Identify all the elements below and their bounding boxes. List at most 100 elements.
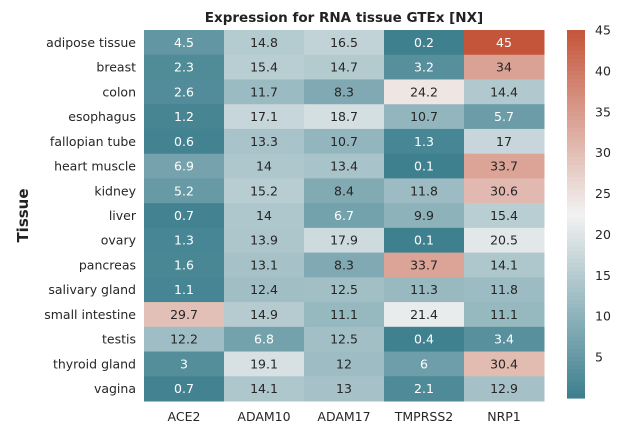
colorbar-segment — [567, 357, 585, 362]
colorbar-segment — [567, 42, 585, 47]
colorbar-segment — [567, 254, 585, 260]
colorbar-segment — [567, 242, 585, 248]
heatmap-cell — [144, 79, 225, 105]
colorbar-segment — [567, 181, 585, 186]
cell-value-label: 33.7 — [410, 257, 438, 272]
row-tick-label: fallopian tube — [50, 134, 136, 149]
cell-value-label: 21.4 — [410, 307, 438, 322]
colorbar-segment — [567, 177, 585, 182]
row-tick-label: testis — [102, 332, 136, 347]
colorbar-segment — [567, 169, 585, 174]
heatmap-cell — [384, 376, 465, 402]
heatmap-cell — [384, 104, 465, 130]
cell-value-label: 14.1 — [490, 257, 518, 272]
row-tick-label: breast — [96, 60, 136, 75]
heatmap-cell — [144, 376, 225, 402]
heatmap-cell — [224, 277, 305, 303]
heatmap-cell — [304, 326, 385, 353]
heatmap-cell — [384, 203, 465, 229]
cell-value-label: 18.7 — [330, 109, 358, 124]
colorbar-segment — [567, 222, 585, 227]
colorbar-segment — [567, 344, 585, 350]
heatmap-cell — [224, 252, 305, 278]
colorbar-segment — [567, 132, 585, 137]
heatmap-cell — [304, 54, 385, 80]
colorbar-segment — [567, 185, 585, 191]
colorbar-segment — [567, 336, 585, 342]
cell-value-label: 12 — [336, 356, 352, 371]
colorbar-segment — [567, 91, 585, 97]
colorbar-segment — [567, 250, 585, 256]
colorbar-segment — [567, 295, 585, 301]
cell-value-label: 13.1 — [250, 257, 278, 272]
heatmap-cell — [384, 30, 465, 56]
heatmap-cell — [144, 104, 225, 130]
cell-value-label: 0.6 — [174, 134, 194, 149]
cell-value-label: 14 — [256, 208, 272, 223]
colorbar-segment — [567, 312, 585, 317]
colorbar-tick-label: 45 — [595, 23, 611, 38]
cell-value-label: 6 — [420, 356, 428, 371]
heatmap-cell — [144, 128, 225, 155]
colorbar-tick-label: 25 — [595, 186, 611, 201]
cell-value-label: 12.5 — [330, 282, 358, 297]
cell-value-label: 13.9 — [250, 233, 278, 248]
cell-value-label: 8.3 — [334, 257, 354, 272]
heatmap-cell — [464, 326, 545, 353]
cell-value-label: 6.7 — [334, 208, 354, 223]
heatmap-cell — [224, 227, 305, 254]
colorbar-segment — [567, 214, 585, 219]
colorbar-segment — [567, 30, 585, 35]
heatmap-cell — [464, 203, 545, 229]
cell-value-label: 3.2 — [414, 60, 434, 75]
row-tick-labels: adipose tissue breast colon esophagus fallop… — [44, 35, 137, 396]
colorbar-segment — [567, 393, 585, 399]
cell-value-label: 24.2 — [410, 84, 438, 99]
heatmap-cell — [464, 153, 545, 179]
colorbar-segment — [567, 234, 585, 240]
heatmap-cell — [464, 79, 545, 105]
colorbar-segment — [567, 205, 585, 211]
colorbar-segment — [567, 107, 585, 113]
cell-value-label: 1.3 — [414, 134, 434, 149]
heatmap-cell — [224, 178, 305, 204]
heatmap-cell — [144, 302, 225, 328]
heatmap-cell — [304, 376, 385, 402]
heatmap-cell — [144, 153, 225, 179]
cell-value-label: 10.7 — [410, 109, 438, 124]
colorbar-segment — [567, 119, 585, 125]
colorbar-segment — [567, 283, 585, 289]
y-axis-label: Tissue — [14, 188, 32, 242]
cell-value-label: 14 — [256, 159, 272, 174]
column-tick-label: TMPRSS2 — [394, 409, 453, 424]
column-tick-label: NRP1 — [487, 409, 521, 424]
heatmap-cell — [304, 153, 385, 179]
row-tick-label: heart muscle — [54, 159, 136, 174]
colorbar-segment — [567, 156, 585, 162]
colorbar-segment — [567, 164, 585, 170]
cell-value-label: 12.2 — [170, 332, 198, 347]
cell-value-label: 1.2 — [174, 109, 194, 124]
colorbar-segment — [567, 377, 585, 383]
heatmap-cell — [384, 326, 465, 353]
colorbar-segment — [567, 111, 585, 117]
heatmap-cell — [304, 30, 385, 56]
colorbar-segment — [567, 46, 585, 52]
cell-value-label: 6.8 — [254, 332, 274, 347]
heatmap-cell — [384, 54, 465, 80]
colorbar-segment — [567, 34, 585, 39]
colorbar-tick-label: 5 — [595, 350, 603, 365]
colorbar-segment — [567, 258, 585, 264]
cell-value-label: 13 — [336, 381, 352, 396]
colorbar-segment — [567, 316, 585, 321]
cell-value-label: 10.7 — [330, 134, 358, 149]
heatmap-cell — [384, 252, 465, 278]
cell-value-label: 29.7 — [170, 307, 198, 322]
row-tick-label: thyroid gland — [53, 356, 136, 371]
colorbar-segment — [567, 340, 585, 346]
colorbar-tick-label: 10 — [595, 309, 611, 324]
heatmap-cell — [464, 302, 545, 328]
cell-value-label: 16.5 — [330, 35, 358, 50]
row-tick-label: liver — [109, 208, 137, 223]
